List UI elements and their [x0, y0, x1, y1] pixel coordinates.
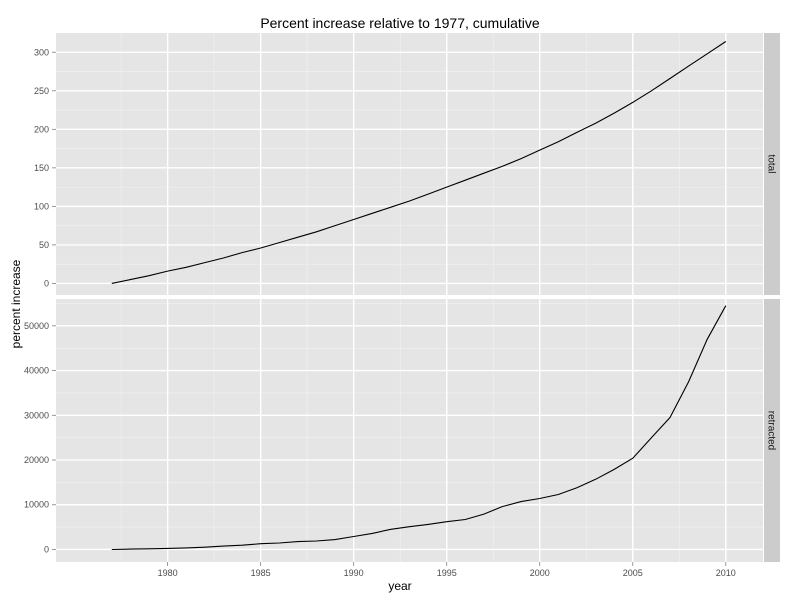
chart-panels: 0 50 100 150 200 250 300 total 0 10000 20000 30000 4… — [24, 33, 780, 578]
panel-total: 0 50 100 150 200 250 300 total — [34, 33, 780, 295]
y-tick-label: 250 — [34, 86, 49, 96]
series-line-retracted — [111, 305, 727, 551]
panel-background — [56, 299, 763, 562]
y-tick-label: 100 — [34, 201, 49, 211]
x-tick-label: 1985 — [251, 568, 271, 578]
strip-label-total: total — [766, 155, 777, 174]
x-tick-label: 1990 — [344, 568, 364, 578]
y-tick-label: 300 — [34, 47, 49, 57]
y-tick-label: 50 — [39, 240, 49, 250]
panel-retracted: 0 10000 20000 30000 40000 50000 retracted — [24, 299, 780, 562]
chart-title: Percent increase relative to 1977, cumul… — [260, 15, 540, 31]
y-tick-label: 30000 — [24, 410, 49, 420]
x-tick-label: 2000 — [530, 568, 550, 578]
y-tick-label: 10000 — [24, 500, 49, 510]
y-axis-title: percent increase — [9, 259, 23, 348]
y-tick-label: 0 — [44, 544, 49, 554]
series-line-total — [111, 41, 727, 284]
y-tick-label: 50000 — [24, 321, 49, 331]
y-tick-label: 20000 — [24, 455, 49, 465]
x-axis-title: year — [388, 579, 411, 593]
x-tick-label: 2005 — [623, 568, 643, 578]
x-tick-label: 1980 — [158, 568, 178, 578]
y-tick-label: 200 — [34, 124, 49, 134]
strip-label-retracted: retracted — [766, 411, 777, 450]
y-tick-label: 40000 — [24, 366, 49, 376]
y-tick-label: 150 — [34, 163, 49, 173]
x-tick-label: 1995 — [437, 568, 457, 578]
panel-background — [56, 33, 763, 295]
strip-background — [764, 33, 780, 295]
strip-background — [764, 299, 780, 562]
x-tick-label: 2010 — [716, 568, 736, 578]
y-tick-label: 0 — [44, 278, 49, 288]
